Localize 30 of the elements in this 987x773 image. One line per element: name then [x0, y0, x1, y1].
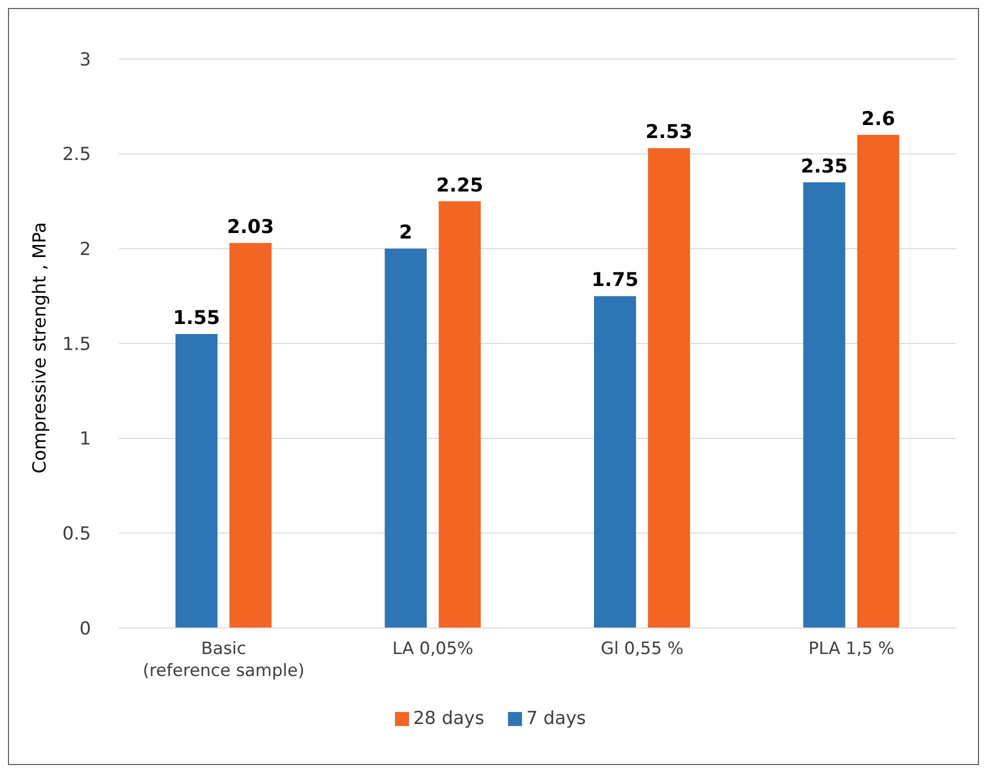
bar — [176, 334, 218, 628]
y-tick-label: 0.5 — [62, 524, 91, 545]
y-tick-label: 1.5 — [62, 334, 91, 355]
x-tick-label: Gl 0,55 % — [600, 639, 684, 659]
y-tick-label: 2 — [80, 239, 91, 260]
x-tick-label: Basic (reference sample) — [142, 639, 304, 681]
bar — [648, 148, 690, 628]
bar — [857, 134, 900, 628]
x-tick-label: PLA 1,5 % — [808, 639, 894, 659]
bar — [594, 296, 636, 628]
y-tick-label: 0 — [80, 618, 91, 640]
legend-label: 7 days — [526, 708, 586, 729]
bar — [384, 248, 427, 628]
y-axis-title: Compressive strenght , MPa — [29, 222, 50, 474]
bar — [803, 182, 846, 628]
data-label: 2.35 — [800, 155, 848, 178]
data-label: 2.6 — [861, 108, 896, 130]
bar — [438, 201, 481, 628]
bar — [230, 242, 272, 628]
y-tick-label: 1 — [80, 428, 91, 450]
data-label: 2 — [399, 222, 412, 244]
data-label: 2.03 — [227, 216, 274, 238]
x-tick-label: LA 0,05% — [392, 639, 474, 659]
y-tick-label: 2.5 — [62, 144, 91, 166]
data-label: 2.25 — [436, 174, 484, 196]
data-label: 2.53 — [646, 121, 692, 144]
legend-label: 28 days — [413, 708, 484, 729]
data-label: 1.55 — [173, 307, 220, 330]
data-label: 1.75 — [592, 269, 638, 292]
y-tick-label: 3 — [80, 49, 91, 70]
